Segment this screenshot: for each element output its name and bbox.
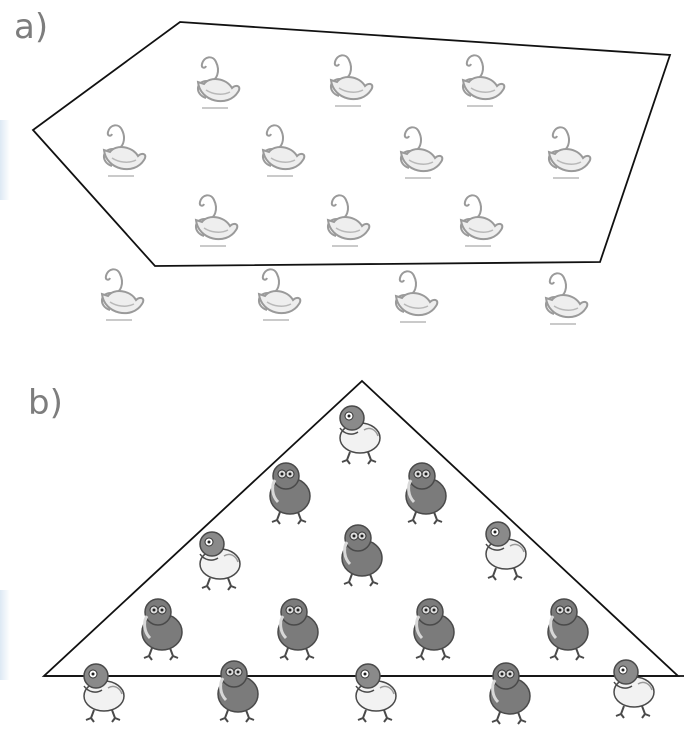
- swan-icon: [394, 270, 439, 323]
- light-chick-icon: [83, 663, 125, 723]
- swan-icon: [399, 126, 444, 179]
- swan-icon: [196, 56, 241, 109]
- dark-chick-icon: [276, 597, 320, 662]
- swan-icon: [261, 124, 306, 177]
- swan-icon: [459, 194, 504, 247]
- pentagon-outline: [31, 21, 672, 267]
- swan-icon: [100, 268, 145, 321]
- swan-icon: [329, 54, 374, 107]
- swan-icon: [257, 268, 302, 321]
- dark-chick-icon: [140, 597, 184, 662]
- swan-icon: [461, 54, 506, 107]
- dark-chick-icon: [412, 597, 456, 662]
- light-chick-icon: [355, 663, 397, 723]
- left-edge-tint-lower: [0, 590, 10, 680]
- swan-icon: [547, 126, 592, 179]
- dark-chick-icon: [488, 661, 532, 726]
- dark-chick-icon: [216, 659, 260, 724]
- swan-icon: [102, 124, 147, 177]
- dark-chick-icon: [546, 597, 590, 662]
- part-a-label: a): [14, 7, 49, 47]
- swan-icon: [194, 194, 239, 247]
- light-chick-icon: [199, 531, 241, 591]
- light-chick-icon: [613, 659, 655, 719]
- light-chick-icon: [485, 521, 527, 581]
- swan-icon: [326, 194, 371, 247]
- dark-chick-icon: [268, 461, 312, 526]
- dark-chick-icon: [404, 461, 448, 526]
- light-chick-icon: [339, 405, 381, 465]
- swan-icon: [544, 272, 589, 325]
- left-edge-tint: [0, 120, 10, 200]
- dark-chick-icon: [340, 523, 384, 588]
- part-b-label: b): [28, 383, 63, 423]
